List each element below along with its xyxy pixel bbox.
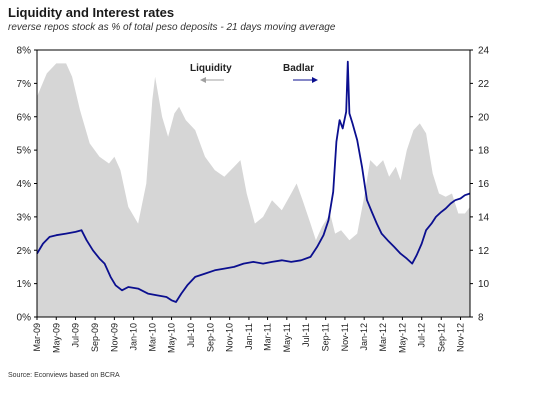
x-tick-label: Sep-09	[90, 323, 100, 352]
x-tick-label: Nov-10	[225, 323, 235, 352]
y-right-tick-label: 10	[478, 279, 490, 290]
x-tick-label: Jul-12	[417, 323, 427, 348]
badlar-annotation: Badlar	[283, 63, 314, 74]
x-tick-label: Sep-11	[321, 323, 331, 351]
y-left-tick-label: 3%	[17, 212, 32, 223]
y-left-tick-label: 1%	[17, 279, 32, 290]
x-tick-label: Mar-09	[32, 323, 42, 352]
y-right-tick-label: 22	[478, 79, 490, 90]
badlar-line	[36, 60, 471, 303]
liquidity-annotation: Liquidity	[190, 63, 232, 74]
x-tick-label: Jul-10	[186, 323, 196, 348]
y-left-tick-label: 2%	[17, 246, 32, 257]
x-tick-label: May-10	[167, 323, 177, 353]
x-tick-label: May-11	[282, 323, 292, 352]
source-note: Source: Econviews based on BCRA	[8, 372, 120, 379]
y-left-tick-label: 4%	[17, 179, 32, 190]
y-left-tick-label: 7%	[17, 79, 32, 90]
x-tick-label: Jul-09	[71, 323, 81, 348]
chart-subtitle: reverse repos stock as % of total peso d…	[8, 22, 336, 33]
badlar-arrowhead	[312, 77, 318, 83]
x-tick-label: Mar-12	[378, 323, 388, 352]
y-right-tick-label: 18	[478, 146, 490, 157]
y-right-tick-label: 14	[478, 212, 490, 223]
y-right-tick-label: 8	[478, 313, 484, 324]
x-tick-label: Mar-10	[147, 323, 157, 352]
x-tick-label: Mar-11	[263, 323, 273, 351]
y-left-tick-label: 5%	[17, 146, 32, 157]
x-tick-label: Nov-11	[340, 323, 350, 351]
x-tick-label: May-09	[51, 323, 61, 353]
y-left-tick-label: 8%	[17, 46, 32, 57]
y-right-tick-label: 20	[478, 112, 490, 123]
y-right-tick-label: 16	[478, 179, 490, 190]
x-tick-label: Sep-12	[436, 323, 446, 352]
x-tick-label: Jan-10	[129, 323, 139, 351]
y-right-tick-label: 24	[478, 46, 490, 57]
x-tick-label: Nov-09	[109, 323, 119, 352]
liquidity-area	[37, 63, 470, 318]
chart-title: Liquidity and Interest rates	[8, 5, 175, 20]
x-tick-label: Jan-12	[359, 323, 369, 351]
liquidity-arrowhead	[200, 77, 206, 83]
y-left-tick-label: 6%	[17, 112, 32, 123]
x-tick-label: Nov-12	[456, 323, 466, 352]
x-tick-label: Jan-11	[244, 323, 254, 350]
x-tick-label: Jul-11	[301, 323, 311, 347]
x-tick-label: May-12	[397, 323, 407, 353]
x-tick-label: Sep-10	[205, 323, 215, 352]
y-left-tick-label: 0%	[17, 313, 32, 324]
y-right-tick-label: 12	[478, 246, 490, 257]
